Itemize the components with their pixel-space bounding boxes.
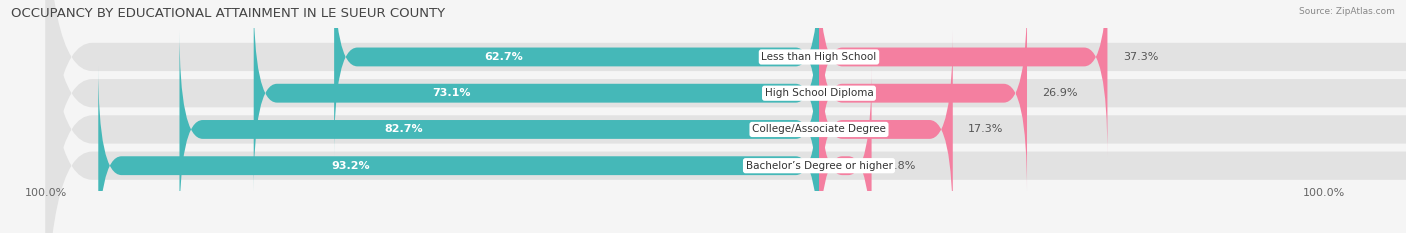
FancyBboxPatch shape [818,0,1026,192]
FancyBboxPatch shape [45,0,1406,233]
Text: 73.1%: 73.1% [432,88,471,98]
FancyBboxPatch shape [180,30,818,229]
Text: College/Associate Degree: College/Associate Degree [752,124,886,134]
Text: OCCUPANCY BY EDUCATIONAL ATTAINMENT IN LE SUEUR COUNTY: OCCUPANCY BY EDUCATIONAL ATTAINMENT IN L… [11,7,446,20]
Text: 17.3%: 17.3% [969,124,1004,134]
Text: 37.3%: 37.3% [1123,52,1159,62]
FancyBboxPatch shape [335,0,818,156]
Text: 100.0%: 100.0% [24,188,67,198]
Text: Bachelor’s Degree or higher: Bachelor’s Degree or higher [745,161,893,171]
FancyBboxPatch shape [45,0,1406,233]
Text: 6.8%: 6.8% [887,161,915,171]
Text: 26.9%: 26.9% [1042,88,1078,98]
FancyBboxPatch shape [45,0,1406,233]
FancyBboxPatch shape [818,66,872,233]
Text: 62.7%: 62.7% [485,52,523,62]
Text: 82.7%: 82.7% [384,124,423,134]
FancyBboxPatch shape [253,0,818,192]
Text: 100.0%: 100.0% [1302,188,1344,198]
FancyBboxPatch shape [818,0,1108,156]
Text: Source: ZipAtlas.com: Source: ZipAtlas.com [1299,7,1395,16]
Text: Less than High School: Less than High School [762,52,876,62]
FancyBboxPatch shape [98,66,818,233]
Text: 93.2%: 93.2% [332,161,370,171]
FancyBboxPatch shape [818,30,953,229]
Text: High School Diploma: High School Diploma [765,88,873,98]
FancyBboxPatch shape [45,0,1406,233]
